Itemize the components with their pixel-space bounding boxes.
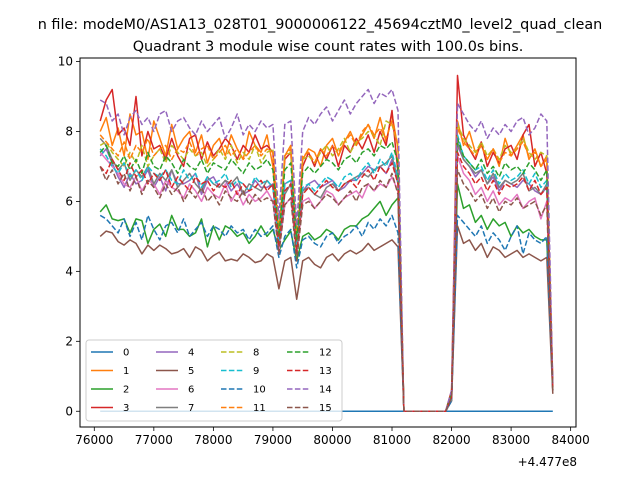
series-line-15: [99, 166, 554, 413]
x-tick-label: 79000: [254, 433, 292, 447]
legend-label-1: 1: [123, 366, 129, 377]
legend-box: [85, 339, 343, 422]
legend-label-2: 2: [123, 385, 129, 396]
x-axis: 76000 77000 78000 79000 80000 81000 82000 83000…: [75, 427, 590, 447]
y-tick-label: 2: [65, 334, 73, 348]
x-tick-label: 80000: [313, 433, 351, 447]
x-tick-label: 81000: [373, 433, 411, 447]
axes-frame: [79, 57, 577, 428]
series-line-11: [99, 120, 554, 413]
legend-label-15: 15: [319, 403, 332, 414]
legend-label-9: 9: [253, 366, 259, 377]
series-line-2: [99, 183, 554, 413]
figure-suptitle: n file: modeM0/AS1A13_028T01_9000006122_…: [38, 17, 603, 33]
legend-label-7: 7: [188, 403, 194, 414]
legend-label-14: 14: [319, 385, 332, 396]
legend-label-12: 12: [319, 348, 332, 359]
series-line-12: [99, 137, 554, 413]
legend-label-13: 13: [319, 366, 332, 377]
y-axis: 0 2 4 6 8 10: [58, 54, 80, 418]
y-tick-label: 0: [65, 404, 73, 418]
legend-label-3: 3: [123, 403, 129, 414]
x-tick-label: 78000: [194, 433, 232, 447]
series-line-1: [99, 113, 554, 413]
series-line-7: [99, 137, 554, 413]
legend-label-8: 8: [253, 348, 259, 359]
series-line-13: [99, 151, 554, 413]
x-offset-label: +4.477e8: [518, 455, 577, 469]
x-tick-label: 83000: [492, 433, 530, 447]
plot-area: [99, 74, 554, 413]
series-line-9: [99, 134, 554, 413]
series-line-8: [99, 120, 554, 413]
series-line-5: [99, 225, 554, 413]
legend-label-0: 0: [123, 348, 129, 359]
legend-label-11: 11: [253, 403, 266, 414]
series-line-10: [99, 214, 554, 413]
y-tick-label: 8: [65, 124, 73, 138]
x-tick-label: 82000: [432, 433, 470, 447]
legend-label-5: 5: [188, 366, 194, 377]
chart-title: Quadrant 3 module wise count rates with …: [133, 39, 524, 55]
x-tick-label: 77000: [135, 433, 173, 447]
legend-label-10: 10: [253, 385, 266, 396]
y-tick-label: 10: [58, 54, 73, 68]
x-tick-label: 84000: [552, 433, 590, 447]
legend-label-4: 4: [188, 348, 194, 359]
legend-label-6: 6: [188, 385, 194, 396]
series-line-14: [99, 88, 554, 413]
x-tick-label: 76000: [75, 433, 113, 447]
y-tick-label: 6: [65, 194, 73, 208]
y-tick-label: 4: [65, 264, 73, 278]
